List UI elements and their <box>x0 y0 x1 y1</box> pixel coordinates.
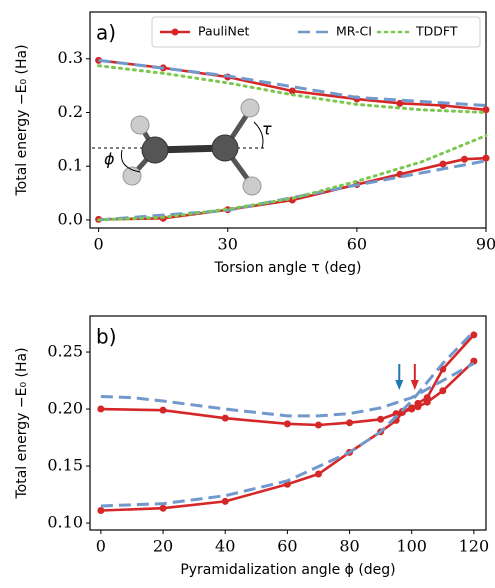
marker <box>482 106 490 114</box>
marker <box>283 420 291 428</box>
marker <box>221 414 229 422</box>
y-axis-label: Total energy −E₀ (Ha) <box>14 347 30 499</box>
marker <box>377 415 385 423</box>
marker <box>398 408 406 416</box>
panel-label: a) <box>96 21 116 45</box>
marker <box>423 394 431 402</box>
plot-frame <box>89 11 487 229</box>
series-line <box>100 362 475 418</box>
x-axis-label: Pyramidalization angle ϕ (deg) <box>180 562 395 578</box>
x-tick-label: 60 <box>347 235 367 254</box>
legend-label: MR-CI <box>336 24 372 39</box>
carbon <box>141 136 169 164</box>
arrow-head <box>410 380 419 390</box>
marker <box>482 154 490 162</box>
marker <box>470 331 478 339</box>
x-axis-label: Torsion angle τ (deg) <box>213 260 361 276</box>
x-tick-label: 80 <box>339 537 359 556</box>
y-tick-label: 0.15 <box>47 456 83 475</box>
series-line <box>97 134 488 222</box>
x-tick-label: 40 <box>215 537 235 556</box>
marker <box>221 497 229 505</box>
marker <box>408 405 416 413</box>
marker <box>314 470 322 478</box>
marker <box>159 406 167 414</box>
series-line <box>98 156 487 221</box>
marker <box>439 387 447 395</box>
y-tick-label: 0.3 <box>58 48 83 67</box>
marker <box>288 87 296 95</box>
series-line <box>100 330 475 508</box>
x-tick-label: 30 <box>218 235 238 254</box>
x-tick-label: 120 <box>459 537 490 556</box>
x-tick-label: 0 <box>96 537 106 556</box>
arrow-head <box>395 380 404 390</box>
legend: PauliNet MR-CI TDDFT <box>151 16 481 48</box>
marker <box>346 419 354 427</box>
series-line <box>98 58 487 107</box>
hydrogen <box>242 176 262 196</box>
y-tick-label: 0.20 <box>47 399 83 418</box>
molecule-illustration: τ ϕ <box>92 98 272 196</box>
y-tick-label: 0.25 <box>47 342 83 361</box>
annotation: ϕ <box>104 150 115 169</box>
x-tick-label: 90 <box>476 235 495 254</box>
y-tick-label: 0.1 <box>58 156 83 175</box>
panel: 0 30 60 90 0.0 0.1 0.2 0.3 Torsion angle τ (deg)… <box>14 11 495 276</box>
marker <box>439 160 447 168</box>
marker <box>460 155 468 163</box>
angle-arc <box>120 149 141 173</box>
x-tick-label: 0 <box>94 235 104 254</box>
panel: 0 20 40 60 80 100 120 0.10 0.15 0.20 0.25 Pyramidal… <box>14 315 490 578</box>
legend-label: TDDFT <box>415 24 458 39</box>
x-tick-label: 60 <box>277 537 297 556</box>
marker <box>314 421 322 429</box>
angle-arc <box>253 121 264 149</box>
y-axis-label: Total energy −E₀ (Ha) <box>14 44 30 196</box>
marker <box>392 410 400 418</box>
series-line <box>98 159 487 222</box>
y-tick-label: 0.0 <box>58 209 83 228</box>
marker <box>396 99 404 107</box>
marker <box>159 504 167 512</box>
marker <box>97 405 105 413</box>
legend-marker <box>171 28 179 36</box>
annotation: τ <box>262 120 272 139</box>
y-tick-label: 0.2 <box>58 102 83 121</box>
hydrogen <box>240 98 260 118</box>
carbon <box>211 134 239 162</box>
panel-label: b) <box>96 325 117 349</box>
y-tick-label: 0.10 <box>47 513 83 532</box>
x-tick-label: 100 <box>396 537 427 556</box>
series-line <box>97 64 488 114</box>
plot-frame <box>89 315 487 531</box>
marker <box>414 399 422 407</box>
x-tick-label: 20 <box>153 537 173 556</box>
legend-label: PauliNet <box>198 24 250 39</box>
hydrogen <box>130 115 150 135</box>
marker <box>97 507 105 515</box>
